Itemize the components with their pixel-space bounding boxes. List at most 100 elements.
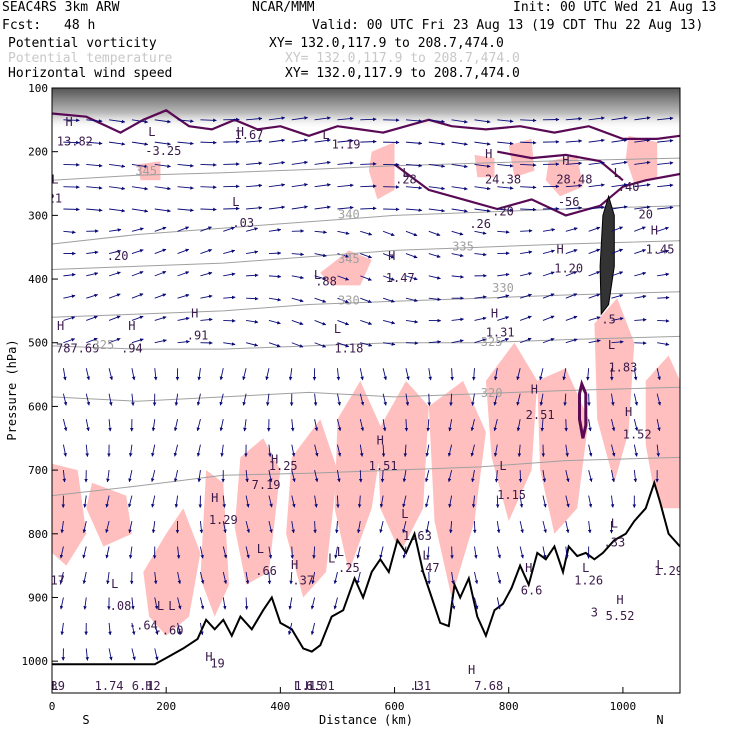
wind-vector — [131, 119, 149, 124]
pv-extremum-label: .40 — [618, 180, 640, 194]
wind-vector — [611, 340, 624, 344]
wind-vector — [314, 183, 331, 188]
wind-vector — [333, 597, 338, 610]
wind-vector — [268, 228, 282, 232]
wind-vector — [425, 470, 430, 483]
wind-vector — [291, 444, 296, 457]
y-tick-label: 200 — [28, 146, 48, 159]
pv-extremum-label: .20 — [107, 249, 129, 263]
pv-extremum-label: H — [468, 663, 475, 677]
wind-vector — [314, 320, 327, 326]
pv-fill-region — [52, 463, 87, 566]
wind-vector — [199, 546, 204, 559]
wind-vector — [517, 444, 522, 457]
wind-vector — [108, 271, 121, 277]
wind-vector — [565, 161, 583, 166]
wind-vector — [542, 228, 556, 232]
wind-vector — [268, 546, 273, 559]
wind-vector — [451, 163, 468, 169]
wind-vector — [405, 208, 423, 212]
theta-contour — [52, 240, 680, 270]
wind-vector — [474, 230, 487, 235]
wind-vector — [633, 368, 638, 381]
wind-vector — [268, 520, 273, 534]
wind-vector — [565, 293, 578, 299]
pv-extremum-label: 20 — [639, 208, 653, 222]
wind-vector — [451, 339, 464, 344]
wind-vector — [86, 208, 103, 212]
wind-vector — [542, 315, 555, 321]
wind-vector — [493, 393, 498, 406]
wind-vector — [131, 186, 149, 191]
pv-extremum-label: H — [291, 558, 298, 572]
wind-vector — [199, 571, 205, 584]
pv-extremum-label: L — [51, 173, 58, 187]
wind-vector — [314, 138, 331, 143]
pv-fill-region — [508, 138, 535, 178]
wind-vector — [62, 368, 67, 381]
wind-vector — [131, 163, 149, 169]
wind-vector — [359, 444, 364, 457]
wind-vector — [291, 183, 308, 188]
jet-core — [599, 194, 615, 316]
wind-vector — [82, 520, 87, 534]
wind-vector — [588, 293, 601, 299]
wind-vector — [382, 297, 395, 303]
wind-vector — [426, 419, 430, 432]
wind-vector — [451, 186, 468, 191]
wind-vector — [268, 297, 282, 302]
wind-vector — [222, 520, 227, 534]
wind-vector — [151, 419, 156, 432]
wind-vector — [177, 316, 190, 321]
wind-vector — [291, 297, 304, 303]
wind-vector — [219, 419, 224, 432]
theta-label: 345 — [338, 252, 360, 266]
wind-vector — [428, 208, 446, 213]
theta-label: 320 — [481, 386, 503, 400]
organization: NCAR/MMM — [252, 0, 315, 15]
wind-vector — [62, 393, 68, 406]
wind-vector — [63, 294, 76, 299]
wind-vector — [314, 205, 331, 210]
pv-extremum-label: .5 — [601, 313, 615, 327]
pv-extremum-label: L — [51, 679, 58, 693]
wind-vector — [268, 320, 281, 325]
wind-vector — [360, 320, 373, 325]
wind-vector — [449, 393, 453, 407]
wind-vector — [245, 546, 250, 559]
pv-extremum-label: 1.29 — [654, 564, 683, 578]
wind-vector — [497, 230, 510, 234]
pv-extremum-label: L — [314, 268, 321, 282]
wind-vector — [246, 161, 263, 166]
pv-extremum-label: -.60 — [155, 623, 184, 637]
wind-vector — [268, 251, 282, 255]
pv-extremum-label: .08 — [110, 599, 132, 613]
wind-vector — [360, 275, 372, 281]
wind-vector — [451, 208, 468, 213]
pv-extremum-label: .47 — [418, 561, 440, 575]
wind-vector — [154, 293, 167, 299]
wind-vector — [516, 368, 521, 381]
y-tick-label: 100 — [28, 82, 48, 95]
wind-vector — [128, 444, 133, 457]
wind-vector — [314, 297, 327, 303]
wind-vector — [520, 207, 537, 212]
wind-vector — [474, 546, 478, 559]
pv-extremum-label: 7.68 — [474, 679, 503, 693]
wind-vector — [611, 138, 628, 143]
wind-vector — [196, 419, 201, 432]
wind-vector — [85, 419, 90, 432]
wind-vector — [451, 230, 464, 236]
wind-vector — [360, 297, 372, 303]
wind-vector — [588, 205, 605, 210]
wind-vector — [405, 119, 423, 123]
wind-vector — [222, 597, 227, 610]
wind-vector — [223, 342, 236, 346]
init-time: Init: 00 UTC Wed 21 Aug 13 — [513, 0, 717, 15]
wind-vector — [128, 520, 133, 534]
wind-vector — [428, 163, 446, 168]
wind-vector — [519, 315, 532, 321]
wind-vector — [611, 226, 624, 232]
wind-vector — [197, 368, 202, 381]
